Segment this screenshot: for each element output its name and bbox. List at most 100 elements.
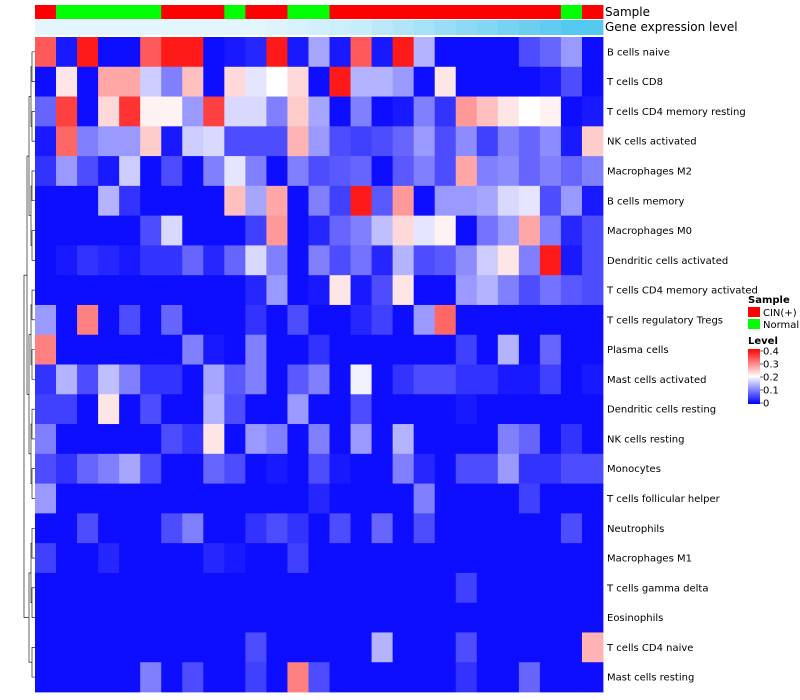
heatmap-cell	[224, 513, 246, 544]
heatmap-cell	[539, 632, 562, 663]
row-label: T cells follicular helper	[606, 494, 721, 505]
heatmap-cell	[392, 96, 415, 127]
heatmap-cell	[476, 424, 499, 455]
heatmap-cell	[35, 185, 57, 217]
heatmap-cell	[371, 66, 394, 97]
heatmap-cell	[455, 632, 478, 663]
heatmap-cell	[539, 394, 562, 425]
heatmap-cell	[203, 662, 225, 693]
heatmap-cell	[98, 602, 120, 633]
heatmap-cell	[539, 215, 562, 246]
heatmap-cell	[455, 126, 478, 157]
heatmap-cell	[329, 156, 351, 187]
heatmap-cell	[98, 215, 120, 246]
heatmap-cell	[77, 304, 99, 336]
heatmap-cell	[98, 572, 120, 604]
heatmap-cell	[161, 394, 183, 425]
heatmap-cell	[455, 513, 478, 544]
row-label: Macrophages M0	[607, 226, 692, 237]
sample-cell	[476, 5, 499, 19]
dendrogram-branch	[31, 408, 35, 440]
heatmap-cell	[476, 632, 499, 663]
heatmap-cell	[140, 662, 162, 693]
heatmap-cell	[182, 513, 204, 544]
heatmap-cell	[245, 364, 267, 395]
heatmap-cell	[56, 37, 78, 68]
heatmap-cell	[98, 662, 120, 693]
heatmap-cell	[140, 602, 162, 633]
heatmap-cell	[56, 662, 78, 693]
sample-cell	[35, 5, 57, 19]
heatmap-cell	[476, 543, 499, 574]
heatmap-cell	[455, 424, 478, 455]
heatmap-cell	[35, 543, 57, 574]
gene-level-cell	[182, 20, 204, 35]
heatmap-cell	[455, 662, 478, 693]
heatmap-cell	[350, 453, 372, 484]
heatmap-cell	[245, 304, 267, 336]
heatmap-cell	[329, 304, 351, 336]
heatmap-cell	[350, 632, 372, 663]
heatmap-cell	[287, 543, 309, 574]
heatmap-cell	[518, 334, 541, 365]
heatmap-cell	[497, 453, 520, 484]
row-label: Macrophages M2	[607, 166, 692, 177]
heatmap-cell	[35, 304, 57, 336]
heatmap-cell	[455, 543, 478, 574]
heatmap-cell	[497, 572, 520, 604]
heatmap-cell	[77, 662, 99, 693]
heatmap-cell	[224, 394, 246, 425]
heatmap-cell	[392, 185, 415, 217]
sample-cell	[308, 5, 330, 19]
heatmap-cell	[98, 37, 120, 68]
heatmap-cell	[539, 66, 562, 97]
row-label: Monocytes	[607, 464, 661, 475]
dendrogram-branch	[31, 527, 35, 559]
heatmap-cell	[182, 483, 204, 514]
heatmap-cell	[140, 304, 162, 336]
dendrogram-branch	[31, 587, 35, 618]
heatmap-cell	[455, 572, 478, 604]
heatmap-cell	[77, 453, 99, 484]
heatmap-cell	[560, 66, 583, 97]
legend-sample-title: Sample	[748, 295, 790, 306]
heatmap-cell	[476, 185, 499, 217]
heatmap-cell	[476, 37, 499, 68]
heatmap-cell	[308, 156, 330, 187]
legend-tick-label: 0.1	[763, 386, 779, 397]
heatmap-cell	[581, 96, 604, 127]
heatmap-cell	[329, 66, 351, 97]
heatmap-cell	[329, 185, 351, 217]
heatmap-cell	[392, 572, 415, 604]
heatmap-cell	[434, 453, 457, 484]
heatmap-cell	[182, 334, 204, 365]
heatmap-cell	[455, 453, 478, 484]
dendrogram-branch	[23, 274, 29, 618]
heatmap-cell	[371, 483, 394, 514]
heatmap-cell	[581, 334, 604, 365]
heatmap-cell	[560, 156, 583, 187]
heatmap-cell	[392, 394, 415, 425]
heatmap-cell	[308, 572, 330, 604]
heatmap-cell	[392, 275, 415, 306]
heatmap-cell	[140, 632, 162, 663]
heatmap-cell	[560, 513, 583, 544]
heatmap-cell	[224, 364, 246, 395]
heatmap-cell	[266, 602, 288, 633]
heatmap-cell	[245, 66, 267, 97]
heatmap-cell	[140, 394, 162, 425]
sample-cell	[497, 5, 520, 19]
heatmap-cell	[581, 483, 604, 514]
heatmap-cell	[308, 394, 330, 425]
heatmap-cell	[308, 304, 330, 336]
heatmap-cell	[413, 394, 436, 425]
heatmap-cell	[308, 483, 330, 514]
heatmap-cell	[350, 364, 372, 395]
heatmap-cell	[287, 334, 309, 365]
heatmap-cell	[140, 185, 162, 217]
heatmap-cell	[455, 156, 478, 187]
heatmap-cell	[140, 245, 162, 276]
heatmap-cell	[119, 483, 141, 514]
heatmap-cell	[371, 96, 394, 127]
heatmap-cell	[140, 513, 162, 544]
